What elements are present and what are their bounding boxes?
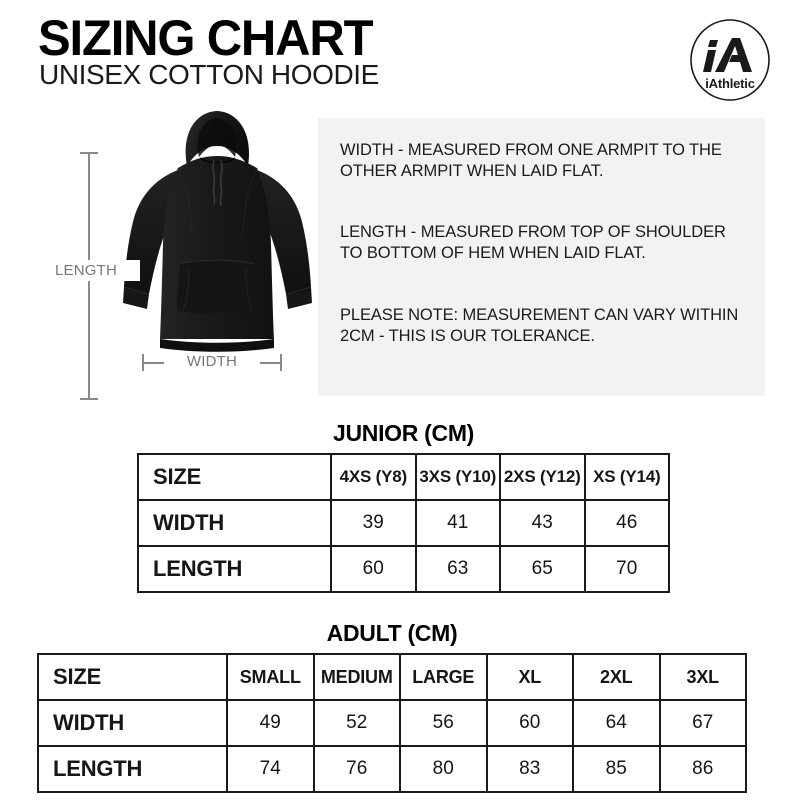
measurement-info-panel: WIDTH - MEASURED FROM ONE ARMPIT TO THE …: [318, 118, 765, 396]
width-dimension-label: WIDTH: [164, 353, 260, 370]
table-cell-value: 49: [226, 699, 315, 747]
junior-size-table-section: JUNIOR (CM) SIZE 4XS (Y8) 3XS (Y10) 2XS (Y1…: [137, 420, 670, 593]
table-row: LENGTH 74 76 80 83 85 86: [37, 745, 747, 793]
brand-logo-icon: iAthletic: [688, 18, 772, 102]
table-row: WIDTH 39 41 43 46: [137, 499, 670, 547]
table-cell-value: 74: [226, 745, 315, 793]
length-dimension: LENGTH: [32, 152, 140, 400]
length-dimension-label: LENGTH: [32, 260, 140, 281]
width-dimension: WIDTH: [138, 350, 286, 376]
length-cap-bottom: [80, 398, 98, 400]
table-row-header-size: SIZE: [37, 653, 228, 701]
width-cap-left: [142, 354, 144, 371]
page-header: SIZING CHART UNISEX COTTON HOODIE iAthle…: [0, 0, 800, 108]
table-column-header: 2XL: [572, 653, 661, 701]
table-row-header: LENGTH: [137, 545, 332, 593]
table-column-header: 4XS (Y8): [330, 453, 417, 501]
adult-table-title: ADULT (CM): [326, 620, 458, 646]
table-cell-value: 67: [658, 699, 747, 747]
table-cell-value: 85: [572, 745, 661, 793]
table-row: LENGTH 60 63 65 70: [137, 545, 670, 593]
table-cell-value: 86: [658, 745, 747, 793]
table-row-header: WIDTH: [37, 699, 228, 747]
svg-text:iAthletic: iAthletic: [705, 76, 754, 91]
table-cell-value: 39: [330, 499, 417, 547]
table-cell-value: 43: [499, 499, 586, 547]
table-column-header: LARGE: [399, 653, 488, 701]
table-column-header: 2XS (Y12): [499, 453, 586, 501]
table-cell-value: 63: [414, 545, 501, 593]
table-header-row: SIZE 4XS (Y8) 3XS (Y10) 2XS (Y12) XS (Y14): [137, 453, 670, 501]
table-row-header-size: SIZE: [137, 453, 332, 501]
table-header-row: SIZE SMALL MEDIUM LARGE XL 2XL 3XL: [37, 653, 747, 701]
adult-size-table: SIZE SMALL MEDIUM LARGE XL 2XL 3XL WIDTH 49 52 56 6…: [37, 653, 747, 793]
junior-table-title: JUNIOR (CM): [332, 420, 475, 446]
junior-size-table: SIZE 4XS (Y8) 3XS (Y10) 2XS (Y12) XS (Y14) WI…: [137, 453, 670, 593]
table-cell-value: 60: [330, 545, 417, 593]
table-cell-value: 83: [485, 745, 574, 793]
table-cell-value: 80: [399, 745, 488, 793]
table-column-header: SMALL: [226, 653, 315, 701]
hoodie-illustration: LENGTH WIDTH: [20, 100, 312, 400]
table-cell-value: 70: [583, 545, 670, 593]
table-column-header: XL: [485, 653, 574, 701]
adult-size-table-section: ADULT (CM) SIZE SMALL MEDIUM LARGE XL 2XL 3XL W…: [37, 620, 747, 793]
page-title: SIZING CHART: [38, 10, 374, 66]
length-cap-top: [80, 152, 98, 154]
table-cell-value: 52: [312, 699, 401, 747]
table-row-header: LENGTH: [37, 745, 228, 793]
table-column-header: XS (Y14): [583, 453, 670, 501]
table-cell-value: 76: [312, 745, 401, 793]
table-cell-value: 65: [499, 545, 586, 593]
table-cell-value: 41: [414, 499, 501, 547]
table-column-header: 3XS (Y10): [414, 453, 501, 501]
table-column-header: 3XL: [658, 653, 747, 701]
table-cell-value: 46: [583, 499, 670, 547]
page-subtitle: UNISEX COTTON HOODIE: [39, 59, 379, 90]
width-cap-right: [280, 354, 282, 371]
info-paragraph-width: WIDTH - MEASURED FROM ONE ARMPIT TO THE …: [340, 141, 722, 180]
table-column-header: MEDIUM: [312, 653, 401, 701]
hoodie-garment-icon: [123, 111, 312, 352]
table-row-header: WIDTH: [137, 499, 332, 547]
table-cell-value: 56: [399, 699, 488, 747]
table-cell-value: 64: [572, 699, 661, 747]
info-paragraph-tolerance: PLEASE NOTE: MEASUREMENT CAN VARY WITHIN…: [340, 306, 739, 345]
info-paragraph-length: LENGTH - MEASURED FROM TOP OF SHOULDER T…: [340, 223, 726, 262]
table-cell-value: 60: [485, 699, 574, 747]
table-row: WIDTH 49 52 56 60 64 67: [37, 699, 747, 747]
